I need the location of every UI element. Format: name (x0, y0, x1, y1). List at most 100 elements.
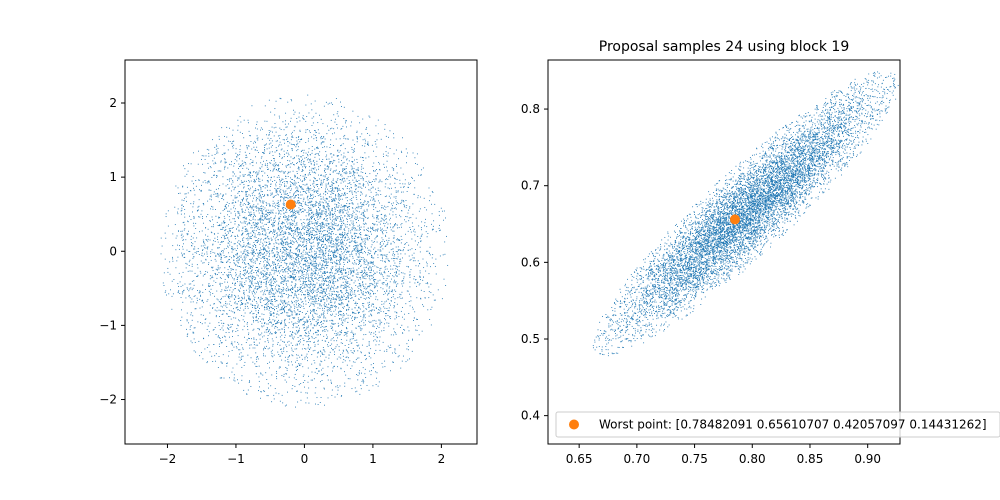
sample-point (302, 263, 304, 265)
sample-point (237, 226, 239, 228)
sample-point (393, 153, 395, 155)
sample-point (287, 252, 289, 254)
sample-point (374, 241, 375, 243)
sample-point (332, 297, 334, 299)
sample-point (316, 269, 318, 271)
sample-point (280, 282, 282, 284)
sample-point (274, 308, 275, 310)
sample-point (308, 255, 310, 257)
sample-point (216, 269, 218, 271)
sample-point (324, 320, 326, 322)
sample-point (281, 158, 283, 160)
sample-point (248, 273, 250, 275)
sample-point (313, 222, 315, 224)
sample-point (310, 255, 312, 257)
sample-point (344, 215, 346, 217)
sample-point (350, 232, 352, 234)
sample-point (308, 387, 310, 389)
sample-point (322, 213, 324, 215)
sample-point (370, 267, 372, 269)
sample-point (325, 278, 326, 279)
sample-point (279, 255, 280, 257)
sample-point (272, 268, 274, 270)
sample-point (403, 186, 405, 188)
sample-point (310, 260, 312, 262)
sample-point (356, 276, 358, 278)
sample-point (355, 295, 357, 297)
sample-point (230, 221, 232, 223)
sample-point (327, 250, 329, 252)
sample-point (194, 295, 196, 297)
sample-point (401, 324, 403, 326)
sample-point (373, 224, 375, 226)
sample-point (352, 293, 354, 295)
sample-point (356, 246, 358, 248)
sample-point (390, 217, 391, 219)
sample-point (307, 278, 309, 280)
sample-point (274, 229, 276, 231)
sample-point (216, 176, 218, 178)
sample-point (361, 270, 363, 272)
sample-point (274, 281, 276, 283)
sample-point (293, 130, 295, 132)
sample-point (202, 239, 204, 241)
sample-point (311, 276, 313, 278)
sample-point (258, 310, 260, 311)
sample-point (246, 148, 248, 150)
sample-point (362, 183, 364, 185)
sample-point (275, 165, 277, 166)
sample-point (284, 275, 286, 277)
sample-point (301, 291, 303, 293)
sample-point (261, 222, 263, 224)
sample-point (343, 306, 345, 308)
sample-point (165, 216, 167, 218)
sample-point (218, 309, 220, 311)
sample-point (344, 360, 346, 362)
sample-point (249, 312, 251, 314)
sample-point (310, 312, 311, 314)
sample-point (283, 156, 285, 158)
sample-point (279, 137, 280, 139)
sample-point (349, 268, 351, 269)
sample-point (315, 257, 316, 259)
sample-point (273, 282, 275, 284)
sample-point (331, 338, 333, 340)
sample-point (333, 310, 335, 312)
sample-point (270, 177, 272, 179)
sample-point (250, 158, 252, 160)
sample-point (320, 233, 322, 235)
sample-point (340, 204, 342, 206)
sample-point (375, 371, 377, 373)
sample-point (326, 154, 328, 156)
sample-point (264, 223, 266, 225)
sample-point (269, 312, 271, 314)
sample-point (386, 226, 388, 228)
sample-point (293, 179, 295, 181)
sample-point (373, 280, 375, 282)
sample-point (352, 335, 354, 337)
sample-point (354, 229, 356, 231)
sample-point (320, 224, 322, 226)
sample-point (203, 274, 205, 275)
sample-point (232, 249, 234, 251)
sample-point (255, 142, 256, 144)
sample-point (310, 237, 312, 239)
sample-point (369, 310, 371, 311)
sample-point (323, 136, 325, 138)
sample-point (329, 233, 331, 235)
sample-point (353, 282, 355, 284)
sample-point (363, 334, 365, 336)
sample-point (273, 230, 275, 232)
sample-point (257, 137, 259, 139)
sample-point (264, 289, 266, 291)
sample-point (413, 252, 415, 254)
sample-point (281, 322, 282, 323)
sample-point (215, 144, 217, 146)
sample-point (355, 192, 357, 194)
sample-point (270, 286, 272, 288)
sample-point (218, 138, 220, 140)
sample-point (317, 214, 319, 216)
sample-point (258, 238, 260, 239)
sample-point (333, 256, 335, 258)
sample-point (237, 200, 239, 202)
